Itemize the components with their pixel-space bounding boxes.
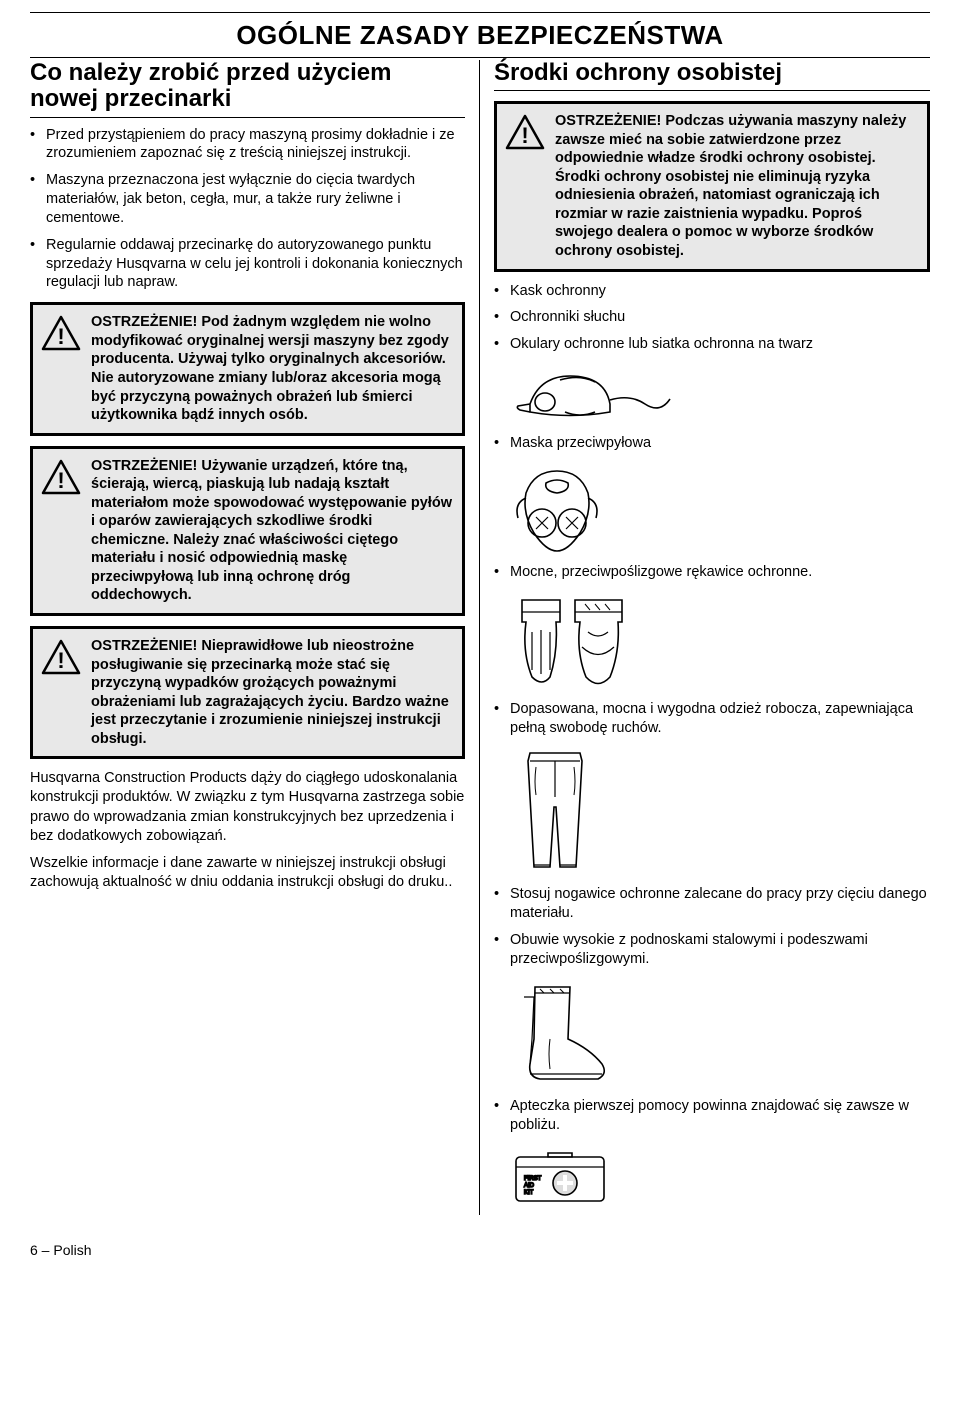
warning-box: ! OSTRZEŻENIE! Używanie urządzeń, które …: [30, 446, 465, 616]
ppe-list: Dopasowana, mocna i wygodna odzież roboc…: [494, 700, 930, 738]
warning-text: OSTRZEŻENIE! Pod żadnym względem nie wol…: [91, 313, 452, 424]
paragraph: Wszelkie informacje i dane zawarte w nin…: [30, 854, 465, 892]
ppe-list: Maska przeciwpyłowa: [494, 434, 930, 453]
gloves-illustration: [510, 592, 930, 692]
svg-text:!: !: [57, 468, 64, 493]
list-item: Apteczka pierwszej pomocy powinna znajdo…: [494, 1097, 930, 1135]
list-item: Maszyna przeznaczona jest wyłącznie do c…: [30, 171, 465, 228]
svg-text:!: !: [57, 648, 64, 673]
left-column: Co należy zrobić przed użyciem nowej prz…: [30, 60, 480, 1215]
page-title: OGÓLNE ZASADY BEZPIECZEŃSTWA: [30, 12, 930, 58]
warning-triangle-icon: !: [505, 114, 545, 150]
list-item: Maska przeciwpyłowa: [494, 434, 930, 453]
svg-text:KIT: KIT: [524, 1190, 534, 1196]
warning-text: OSTRZEŻENIE! Nieprawidłowe lub nieostroż…: [91, 637, 452, 748]
list-item: Stosuj nogawice ochronne zalecane do pra…: [494, 885, 930, 923]
svg-text:FIRST: FIRST: [524, 1176, 542, 1182]
svg-text:!: !: [57, 324, 64, 349]
firstaid-illustration: FIRST AID KIT: [510, 1145, 930, 1207]
list-item: Przed przystąpieniem do pracy maszyną pr…: [30, 126, 465, 164]
trousers-illustration: [510, 747, 930, 877]
two-column-layout: Co należy zrobić przed użyciem nowej prz…: [30, 60, 930, 1215]
right-heading: Środki ochrony osobistej: [494, 60, 930, 91]
warning-triangle-icon: !: [41, 639, 81, 675]
boots-illustration: [510, 979, 930, 1089]
mask-illustration: [510, 463, 930, 555]
helmet-illustration: [510, 364, 930, 426]
list-item: Kask ochronny: [494, 282, 930, 301]
list-item: Regularnie oddawaj przecinarkę do autory…: [30, 236, 465, 293]
paragraph: Husqvarna Construction Products dąży do …: [30, 769, 465, 846]
page-footer: 6 – Polish: [30, 1241, 930, 1259]
ppe-list: Mocne, przeciwpoślizgowe rękawice ochron…: [494, 563, 930, 582]
left-bullet-list: Przed przystąpieniem do pracy maszyną pr…: [30, 126, 465, 293]
list-item: Dopasowana, mocna i wygodna odzież roboc…: [494, 700, 930, 738]
ppe-list: Apteczka pierwszej pomocy powinna znajdo…: [494, 1097, 930, 1135]
right-column: Środki ochrony osobistej ! OSTRZEŻENIE! …: [480, 60, 930, 1215]
ppe-list: Kask ochronny Ochronniki słuchu Okulary …: [494, 282, 930, 355]
left-heading: Co należy zrobić przed użyciem nowej prz…: [30, 60, 465, 118]
warning-text: OSTRZEŻENIE! Używanie urządzeń, które tn…: [91, 457, 452, 605]
warning-triangle-icon: !: [41, 459, 81, 495]
list-item: Mocne, przeciwpoślizgowe rękawice ochron…: [494, 563, 930, 582]
ppe-list: Stosuj nogawice ochronne zalecane do pra…: [494, 885, 930, 968]
warning-text: OSTRZEŻENIE! Podczas używania maszyny na…: [555, 112, 917, 260]
list-item: Okulary ochronne lub siatka ochronna na …: [494, 335, 930, 354]
svg-text:!: !: [521, 123, 528, 148]
warning-box: ! OSTRZEŻENIE! Podczas używania maszyny …: [494, 101, 930, 271]
svg-text:AID: AID: [524, 1183, 535, 1189]
list-item: Obuwie wysokie z podnoskami stalowymi i …: [494, 931, 930, 969]
warning-box: ! OSTRZEŻENIE! Nieprawidłowe lub nieostr…: [30, 626, 465, 759]
list-item: Ochronniki słuchu: [494, 308, 930, 327]
warning-box: ! OSTRZEŻENIE! Pod żadnym względem nie w…: [30, 302, 465, 435]
warning-triangle-icon: !: [41, 315, 81, 351]
